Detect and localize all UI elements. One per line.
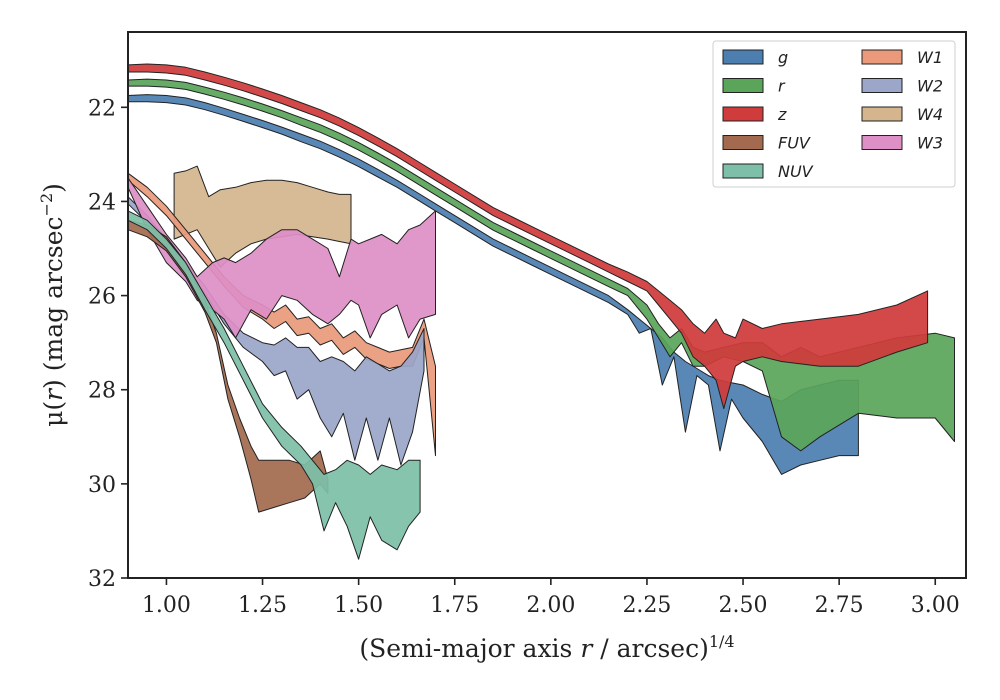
legend-swatch-w3 [861,135,903,150]
band-z [127,63,929,410]
x-tick-label: 1.25 [238,593,287,618]
legend-swatch-r [722,78,764,93]
y-tick-label: 32 [88,567,116,592]
legend-swatch-g [722,49,764,65]
legend-label-nuv: NUV [778,162,814,181]
y-tick-label: 26 [88,285,116,310]
legend-box [712,40,956,188]
y-tick-label: 30 [88,473,116,498]
x-tick-label: 2.25 [622,593,671,618]
legend-label-g: g [778,48,788,67]
legend-swatch-nuv [722,163,764,179]
y-tick-label: 24 [88,190,116,215]
legend-label-fuv: FUV [778,134,811,153]
legend-label-z: z [777,105,787,124]
legend-label-w1: W1 [917,48,943,67]
x-tick-label: 2.50 [719,593,768,618]
y-tick-label: 22 [88,96,116,121]
x-tick-label: 1.50 [334,593,383,618]
legend-label-r: r [778,77,786,96]
band-nuv [127,210,421,560]
legend-swatch-fuv [722,135,764,150]
legend: grz FUV NUV W1 W2 W4 W3 [712,40,956,188]
x-axis-label: (Semi-major axis r / arcsec)1/4 [359,632,734,663]
x-tick-label: 1.00 [142,593,191,618]
y-axis-label: μ(r) (mag arcsec−2) [37,183,68,427]
x-tick-label: 3.00 [911,593,960,618]
legend-swatch-w4 [861,106,903,122]
legend-label-w2: W2 [917,77,943,96]
legend-swatch-z [722,106,764,122]
x-axis: 1.00 1.25 1.50 1.75 2.00 2.25 2.50 2.75 3.00 [142,578,960,618]
series-layer [127,63,955,560]
x-tick-label: 1.75 [430,593,479,618]
legend-swatch-w2 [861,78,903,93]
legend-label-w3: W3 [917,134,943,153]
legend-label-w4: W4 [917,105,943,124]
x-tick-label: 2.75 [815,593,864,618]
legend-swatch-w1 [861,49,903,65]
band-w2 [127,196,425,466]
y-tick-label: 28 [88,379,116,404]
y-axis: 22 24 26 28 30 32 [88,96,128,592]
axes-frame [127,31,967,579]
x-tick-label: 2.00 [526,593,575,618]
